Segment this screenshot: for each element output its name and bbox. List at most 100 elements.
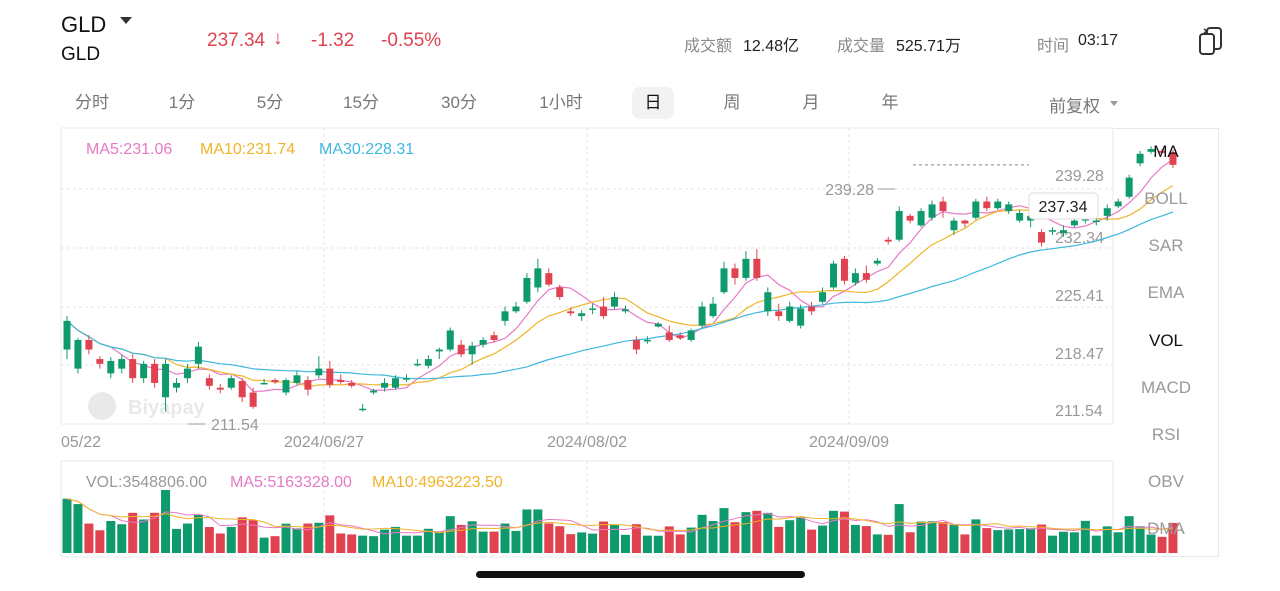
volume-bar: [423, 528, 433, 553]
tab-30min[interactable]: 30分: [441, 93, 477, 112]
candle-body: [632, 339, 640, 350]
current-price-label: 237.34: [1039, 199, 1088, 216]
candle-body: [709, 303, 717, 317]
vol-ma5-line: [66, 498, 1173, 535]
candle-body: [994, 201, 1002, 209]
indicator-dma[interactable]: DMA: [1147, 519, 1185, 538]
candle-body: [1125, 177, 1133, 197]
tab-5min[interactable]: 5分: [256, 93, 284, 112]
tab-1hour[interactable]: 1小时: [539, 93, 583, 112]
home-indicator[interactable]: [476, 571, 805, 578]
indicator-obv[interactable]: OBV: [1148, 472, 1184, 491]
volume-bar: [511, 530, 521, 553]
candle-body: [96, 359, 104, 364]
volume-bar: [861, 526, 871, 553]
candle-body: [884, 239, 892, 242]
ma30-line: [66, 211, 1174, 380]
watermark: Biyapay: [88, 392, 206, 420]
vol-ma10-legend: MA10:4963223.50: [372, 474, 503, 491]
candle-body: [1070, 220, 1078, 226]
volume-bar: [533, 509, 543, 553]
volume-bar: [785, 520, 795, 553]
symbol-dropdown-icon[interactable]: [120, 17, 132, 24]
volume-bar: [226, 526, 236, 553]
volume-bar: [303, 523, 313, 553]
candle-body: [600, 306, 608, 317]
volume-bar: [1135, 526, 1145, 553]
tab-daily[interactable]: 日: [632, 87, 674, 119]
candle-body: [183, 368, 191, 379]
candle-body: [490, 335, 498, 340]
candle-body: [271, 380, 279, 382]
candle-body: [764, 292, 772, 312]
candle-body: [961, 220, 969, 224]
candle-body: [1092, 220, 1100, 223]
candle-body: [282, 380, 290, 393]
volume-bar: [577, 532, 587, 553]
rotate-screen-icon[interactable]: [1198, 26, 1224, 56]
x-label: 2024/06/27: [284, 434, 364, 451]
price-adjust-dropdown[interactable]: 前复权: [1049, 97, 1100, 116]
volume-bar: [292, 528, 302, 553]
tab-weekly[interactable]: 周: [723, 93, 741, 112]
volume-label: 成交量: [837, 38, 886, 55]
indicator-sar[interactable]: SAR: [1148, 236, 1184, 255]
candle-body: [194, 346, 202, 364]
adjust-caret-icon[interactable]: [1110, 101, 1118, 106]
volume-bar: [117, 524, 127, 553]
volume-bar: [95, 530, 105, 553]
down-arrow-icon: ↓: [273, 28, 283, 49]
indicator-ema[interactable]: EMA: [1147, 283, 1185, 302]
ma10-line: [66, 184, 1174, 388]
tab-1min[interactable]: 1分: [168, 93, 196, 112]
y-tick: 218.47: [1055, 346, 1104, 363]
vol-legend: VOL:3548806.00: [86, 474, 207, 491]
candle-body: [895, 211, 903, 240]
candle-body: [129, 359, 137, 379]
volume-bar: [905, 532, 915, 553]
candle-body: [304, 380, 312, 390]
volume-bar: [434, 532, 444, 553]
volume-bar: [1168, 522, 1178, 553]
candle-body: [1147, 149, 1155, 152]
candle-body: [216, 387, 224, 390]
candle-body: [435, 349, 443, 352]
candle-body: [797, 308, 805, 326]
volume-bar: [971, 519, 981, 553]
tab-15min[interactable]: 15分: [343, 93, 379, 112]
indicator-vol[interactable]: VOL: [1148, 331, 1184, 350]
volume-bar: [807, 529, 817, 553]
indicator-rsi[interactable]: RSI: [1151, 425, 1181, 444]
indicator-boll[interactable]: BOLL: [1144, 189, 1188, 208]
tab-monthly[interactable]: 月: [802, 93, 820, 112]
symbol-title[interactable]: GLD: [61, 12, 107, 37]
candle-body: [1059, 230, 1067, 234]
indicator-macd[interactable]: MACD: [1140, 378, 1192, 397]
indicator-ma[interactable]: MA: [1153, 142, 1179, 161]
symbol-subtitle: GLD: [61, 44, 101, 65]
candle-body: [819, 292, 827, 302]
x-label: 2024/09/09: [809, 434, 889, 451]
volume-bar: [259, 537, 269, 553]
volume-bar: [949, 524, 959, 553]
volume-bar: [347, 534, 357, 553]
tab-intraday[interactable]: 分时: [75, 93, 109, 112]
candle-body: [589, 308, 597, 310]
candle-body: [370, 390, 378, 393]
volume-bar: [325, 515, 335, 553]
candle-body: [753, 258, 761, 278]
volume-bar: [391, 526, 400, 553]
candle-body: [381, 382, 389, 388]
candle-body: [939, 201, 947, 212]
volume-bar: [314, 522, 324, 553]
price-change-percent: -0.55%: [381, 30, 442, 51]
tab-yearly[interactable]: 年: [881, 93, 899, 112]
candle-body: [654, 323, 662, 327]
candle-body: [249, 392, 257, 407]
candle-body: [611, 297, 618, 307]
volume-bar: [631, 524, 641, 553]
volume-bar: [883, 534, 893, 553]
candle-body: [1158, 150, 1166, 153]
volume-bar: [544, 523, 554, 553]
